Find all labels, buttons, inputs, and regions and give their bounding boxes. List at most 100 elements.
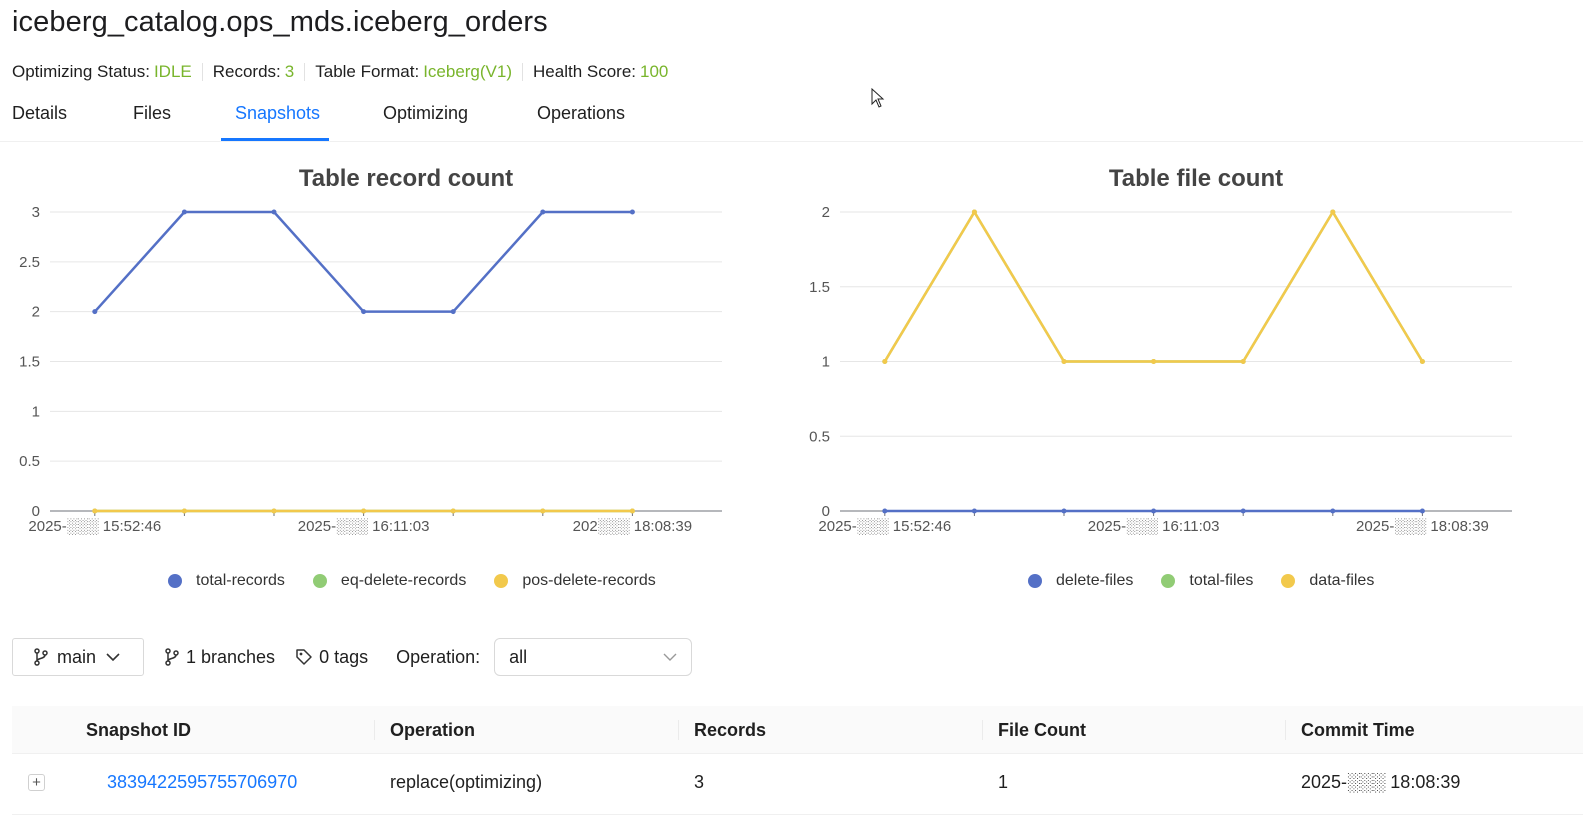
x-tick-label: 2025-░░░ 15:52:46 xyxy=(818,518,951,535)
data-point-delete-files[interactable] xyxy=(1240,508,1246,514)
data-point-delete-files[interactable] xyxy=(882,508,888,514)
data-point-pos-delete-records[interactable] xyxy=(92,508,98,514)
data-point-pos-delete-records[interactable] xyxy=(271,508,277,514)
column-divider xyxy=(1285,720,1286,740)
data-point-pos-delete-records[interactable] xyxy=(450,508,456,514)
tags-label: 0 tags xyxy=(319,646,369,667)
data-point-total-records[interactable] xyxy=(181,209,187,215)
x-tick-label: 2025-░░░ 15:52:46 xyxy=(28,518,161,535)
y-tick-label: 0.5 xyxy=(19,453,40,470)
tab-bar: Details Files Snapshots Optimizing Opera… xyxy=(0,95,1583,142)
column-divider xyxy=(374,720,375,740)
tab-optimizing[interactable]: Optimizing xyxy=(383,103,469,123)
branch-icon xyxy=(34,648,48,666)
data-point-total-records[interactable] xyxy=(450,309,456,315)
tab-details[interactable]: Details xyxy=(12,103,68,123)
col-commit-time[interactable]: Commit Time xyxy=(1301,720,1415,740)
legend-item-total-files[interactable]: total-files xyxy=(1161,572,1253,590)
chart-title: Table file count xyxy=(1109,165,1283,192)
legend-label: pos-delete-records xyxy=(522,572,656,589)
branch-select-value: main xyxy=(57,646,97,667)
meta-label: Records: xyxy=(212,62,281,81)
data-point-total-records[interactable] xyxy=(92,309,98,315)
col-operation[interactable]: Operation xyxy=(390,720,476,740)
divider xyxy=(201,63,203,81)
data-point-pos-delete-records[interactable] xyxy=(629,508,635,514)
col-file-count[interactable]: File Count xyxy=(998,720,1086,740)
legend-item-delete-files[interactable]: delete-files xyxy=(1028,572,1133,590)
data-point-total-records[interactable] xyxy=(271,209,277,215)
data-point-delete-files[interactable] xyxy=(1151,508,1157,514)
divider xyxy=(304,63,306,81)
data-point-pos-delete-records[interactable] xyxy=(361,508,367,514)
meta-value: IDLE xyxy=(153,62,192,81)
file-count-chart: Table file count 0 0.5 1 1.5 2 2025-░░░ 15:52:… xyxy=(790,150,1570,560)
data-point-delete-files[interactable] xyxy=(971,508,977,514)
legend-dot xyxy=(168,574,182,588)
expand-row-button[interactable]: + xyxy=(28,774,45,791)
column-divider xyxy=(678,720,679,740)
snapshots-table: Snapshot ID Operation Records File Count… xyxy=(12,706,1583,815)
data-point-total-records[interactable] xyxy=(361,309,367,315)
branch-select[interactable]: main xyxy=(12,638,144,676)
x-tick-label: 2025-░░░ 16:11:03 xyxy=(298,518,430,535)
file-count-chart-svg: Table file count 0 0.5 1 1.5 2 2025-░░░ 15:52:… xyxy=(809,165,1512,535)
legend-item-pos-delete-records[interactable]: pos-delete-records xyxy=(494,572,656,590)
data-point-data-files[interactable] xyxy=(882,359,888,364)
chart-title: Table record count xyxy=(299,165,513,192)
branches-count[interactable]: 1 branches xyxy=(164,647,275,668)
y-tick-label: 0 xyxy=(32,503,40,520)
data-point-pos-delete-records[interactable] xyxy=(540,508,546,514)
y-tick-label: 1 xyxy=(32,403,40,420)
record-count-chart-svg: Table record count 0 0.5 1 1.5 2 2.5 3 2025-░░░ … xyxy=(19,165,722,535)
data-point-data-files[interactable] xyxy=(1240,359,1246,364)
meta-label: Table Format: xyxy=(315,62,420,81)
col-snapshot-id[interactable]: Snapshot ID xyxy=(86,720,192,740)
data-point-delete-files[interactable] xyxy=(1330,508,1336,514)
column-divider xyxy=(982,720,983,740)
meta-label: Optimizing Status: xyxy=(12,62,150,81)
legend-item-total-records[interactable]: total-records xyxy=(168,572,285,590)
data-point-total-records[interactable] xyxy=(629,209,635,215)
data-point-data-files[interactable] xyxy=(1151,359,1157,364)
legend-label: data-files xyxy=(1309,572,1375,589)
col-records[interactable]: Records xyxy=(694,720,767,740)
branch-icon xyxy=(165,648,179,666)
cell-operation: replace(optimizing) xyxy=(390,772,543,792)
data-point-delete-files[interactable] xyxy=(1061,508,1067,514)
data-point-data-files[interactable] xyxy=(971,209,977,215)
legend-label: delete-files xyxy=(1056,572,1134,589)
records-count: Records: 3 xyxy=(213,62,295,82)
health-score: Health Score: 100 xyxy=(533,62,668,82)
tags-count[interactable]: 0 tags xyxy=(295,647,368,668)
legend-dot xyxy=(312,574,327,588)
tab-operations[interactable]: Operations xyxy=(537,103,626,123)
operation-select[interactable]: all xyxy=(494,638,693,676)
table-meta: Optimizing Status: IDLE Records: 3 Table… xyxy=(12,62,668,82)
legend-item-data-files[interactable]: data-files xyxy=(1281,572,1374,590)
legend-label: total-files xyxy=(1189,572,1254,589)
tab-files[interactable]: Files xyxy=(133,103,172,123)
tab-snapshots[interactable]: Snapshots xyxy=(235,103,321,123)
record-count-chart: Table record count 0 0.5 1 1.5 2 2.5 3 2025-░░░ … xyxy=(0,150,780,560)
meta-value: 3 xyxy=(284,62,295,81)
active-tab-indicator xyxy=(221,138,329,141)
data-point-data-files[interactable] xyxy=(1419,359,1425,364)
legend-item-eq-delete-records[interactable]: eq-delete-records xyxy=(312,572,466,590)
data-point-data-files[interactable] xyxy=(1061,359,1067,364)
data-point-delete-files[interactable] xyxy=(1419,508,1425,514)
data-point-total-records[interactable] xyxy=(540,209,546,215)
x-tick-label: 2025-░░░ 16:11:03 xyxy=(1088,518,1220,535)
branches-label: 1 branches xyxy=(186,646,276,667)
mouse-cursor-icon xyxy=(871,88,885,108)
table-row[interactable]: + 3839422595755706970 replace(optimizing… xyxy=(12,754,1583,815)
y-tick-label: 0.5 xyxy=(809,428,830,445)
divider xyxy=(522,63,524,81)
operation-label: Operation: xyxy=(396,646,481,667)
data-point-pos-delete-records[interactable] xyxy=(181,508,187,514)
y-tick-label: 2 xyxy=(32,304,40,321)
snapshot-id-link[interactable]: 3839422595755706970 xyxy=(107,772,298,792)
data-point-data-files[interactable] xyxy=(1330,209,1336,215)
table-format: Table Format: Iceberg(V1) xyxy=(315,62,512,82)
y-tick-label: 2.5 xyxy=(19,254,40,271)
